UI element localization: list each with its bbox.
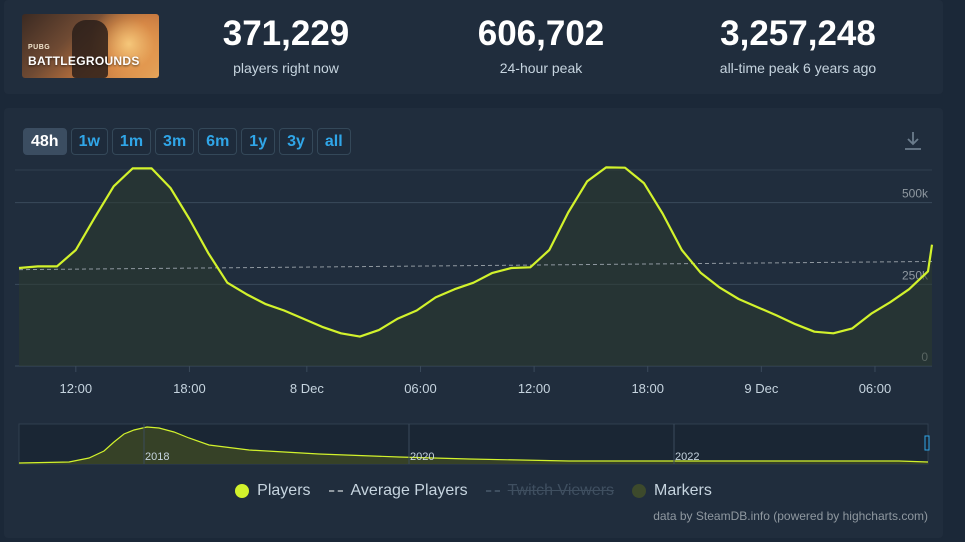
stat-current-players: 371,229 players right now — [176, 14, 396, 76]
x-tick-label: 18:00 — [631, 381, 664, 396]
legend-twitch-dash — [486, 490, 500, 492]
players-area — [19, 167, 932, 366]
legend-players-dot — [235, 484, 249, 498]
legend-label: Twitch Viewers — [508, 482, 614, 500]
game-logo: BATTLEGROUNDS — [28, 54, 140, 68]
legend-average-dash — [329, 490, 343, 492]
stat-value: 3,257,248 — [688, 14, 908, 54]
legend-label: Average Players — [351, 482, 468, 500]
y-tick-label: 500k — [902, 187, 929, 201]
stats-header: PUBG BATTLEGROUNDS 371,229 players right… — [4, 0, 943, 94]
x-tick-label: 12:00 — [60, 381, 93, 396]
legend-item-markers[interactable]: Markers — [632, 482, 712, 500]
x-tick-label: 12:00 — [518, 381, 551, 396]
navigator-year-label: 2022 — [675, 451, 699, 463]
stat-label: 24-hour peak — [431, 60, 651, 76]
stat-all-time-peak: 3,257,248 all-time peak 6 years ago — [688, 14, 908, 76]
x-tick-label: 9 Dec — [744, 381, 778, 396]
legend-label: Markers — [654, 482, 712, 500]
x-tick-label: 8 Dec — [290, 381, 324, 396]
x-tick-label: 06:00 — [859, 381, 892, 396]
legend-item-twitch-viewers[interactable]: Twitch Viewers — [486, 482, 614, 500]
navigator-handle — [925, 436, 929, 450]
legend-markers-dot — [632, 484, 646, 498]
chart-panel: 48h 1w 1m 3m 6m 1y 3y all 0250k500k12:00… — [4, 108, 943, 538]
legend-item-players[interactable]: Players — [235, 482, 310, 500]
x-tick-label: 18:00 — [173, 381, 206, 396]
stat-value: 371,229 — [176, 14, 396, 54]
stat-24h-peak: 606,702 24-hour peak — [431, 14, 651, 76]
chart-legend: Players Average Players Twitch Viewers M… — [4, 482, 943, 500]
navigator-year-label: 2020 — [410, 451, 434, 463]
game-banner-image[interactable]: PUBG BATTLEGROUNDS — [22, 14, 159, 78]
stat-label: players right now — [176, 60, 396, 76]
stat-label: all-time peak 6 years ago — [688, 60, 908, 76]
stat-value: 606,702 — [431, 14, 651, 54]
chart-credits[interactable]: data by SteamDB.info (powered by highcha… — [653, 509, 928, 523]
game-logo-small: PUBG — [28, 44, 50, 51]
legend-label: Players — [257, 482, 310, 500]
navigator-year-label: 2018 — [145, 451, 169, 463]
legend-item-average-players[interactable]: Average Players — [329, 482, 468, 500]
banner-soldier-figure — [72, 20, 108, 78]
x-tick-label: 06:00 — [404, 381, 437, 396]
